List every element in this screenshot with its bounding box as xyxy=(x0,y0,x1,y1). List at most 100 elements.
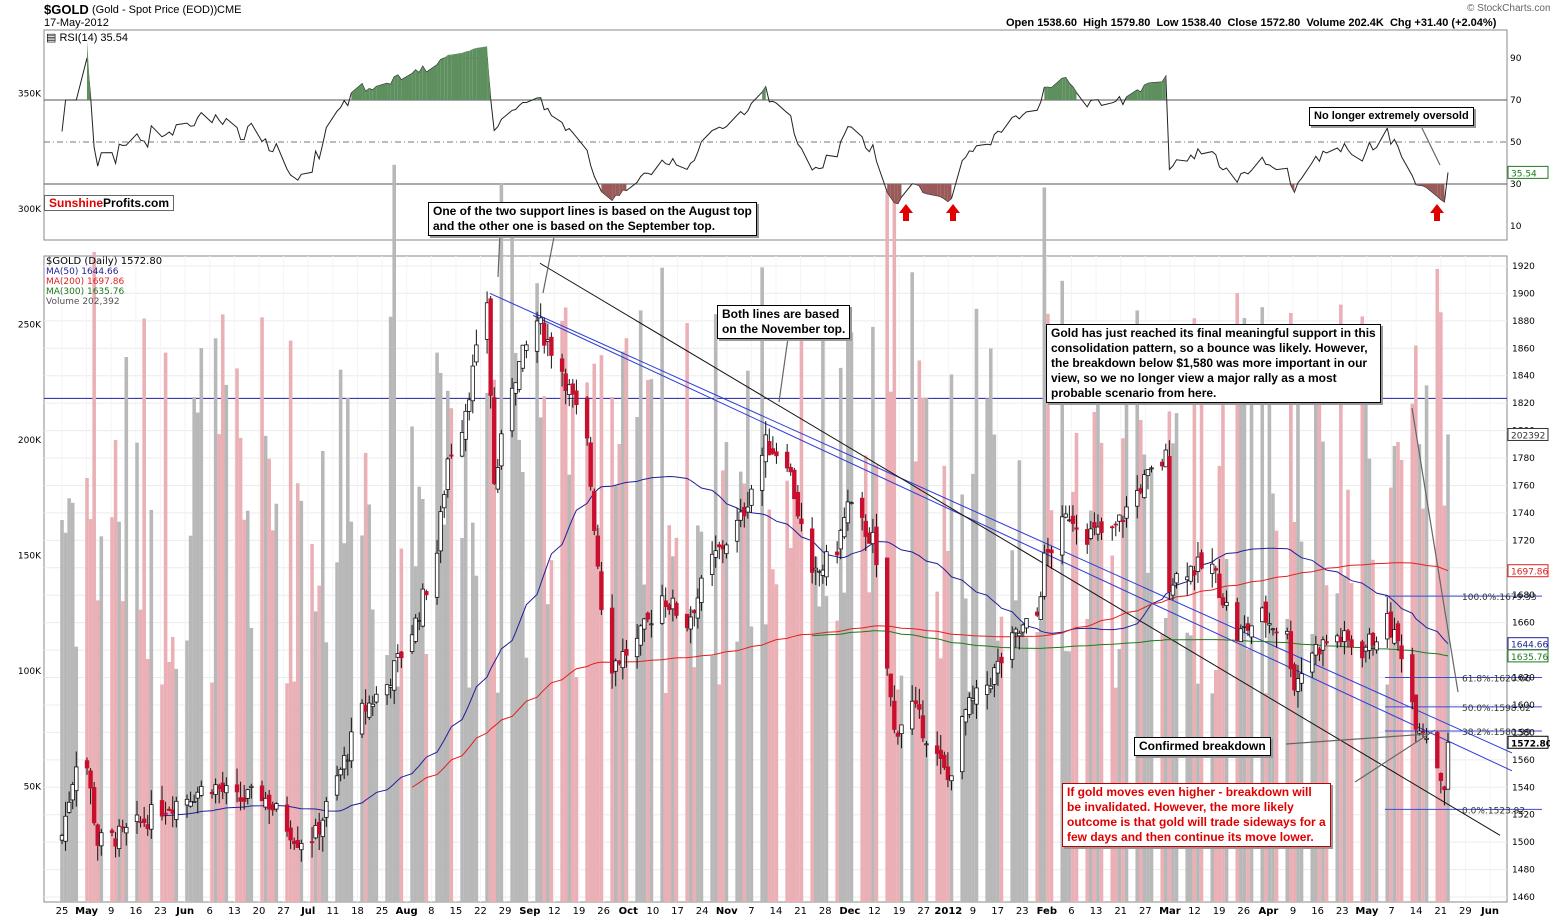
tag-rsi: 35.54 xyxy=(1511,169,1537,179)
x-tick-41: 6 xyxy=(1068,906,1074,917)
rsi-overbought-fill-219 xyxy=(1147,82,1152,100)
volume-bar-196 xyxy=(1038,620,1043,902)
rsi-path xyxy=(61,57,1449,205)
volume-bar-58 xyxy=(345,398,350,902)
volume-bar-52 xyxy=(317,585,321,902)
candle-body-122 xyxy=(667,604,672,610)
volume-bar-229 xyxy=(1199,392,1204,902)
candle-body-274 xyxy=(1424,737,1429,740)
candle-body-50 xyxy=(309,841,315,844)
candle-body-170 xyxy=(909,700,915,730)
volume-bar-61 xyxy=(363,452,368,902)
price-tick-1540: 1540 xyxy=(1512,783,1535,793)
candle-body-201 xyxy=(1063,513,1068,518)
volume-bar-43 xyxy=(270,530,275,902)
candle-body-137 xyxy=(742,506,747,517)
rsi-tick-30: 30 xyxy=(1510,180,1522,190)
volume-bar-127 xyxy=(692,667,697,902)
volume-bar-275 xyxy=(1435,268,1440,902)
candle-body-196 xyxy=(1038,596,1043,620)
x-tick-35: 27 xyxy=(917,906,930,917)
candle-body-218 xyxy=(1145,469,1151,477)
volume-bar-181 xyxy=(963,598,968,902)
volume-bar-252 xyxy=(1317,337,1322,903)
candle-body-162 xyxy=(867,532,872,544)
candle-body-29 xyxy=(199,786,204,796)
candle-body-36 xyxy=(238,797,243,802)
candle-body-31 xyxy=(213,784,218,795)
candle-body-15 xyxy=(134,814,140,822)
volume-bar-199 xyxy=(1049,510,1054,902)
volume-bar-191 xyxy=(1013,600,1018,902)
candle-body-152 xyxy=(817,570,822,573)
candle-body-275 xyxy=(1435,732,1440,769)
x-tick-31: 28 xyxy=(819,906,832,917)
rsi-overbought-fill-6 xyxy=(87,40,91,100)
volume-bar-159 xyxy=(849,332,854,902)
candle-body-57 xyxy=(342,755,347,770)
candle-body-26 xyxy=(188,801,193,807)
x-tick-33: 12 xyxy=(868,906,881,917)
rsi-overbought-fill-68 xyxy=(394,74,398,100)
candle-body-159 xyxy=(849,502,854,505)
volume-bar-23 xyxy=(170,636,175,902)
volume-bar-66 xyxy=(388,316,393,902)
candle-body-187 xyxy=(992,667,997,685)
candle-body-74 xyxy=(424,591,429,596)
volume-bar-112 xyxy=(617,443,622,902)
volume-bar-209 xyxy=(1099,442,1104,902)
tag-ma200: 1697.86 xyxy=(1511,568,1548,578)
volume-bar-258 xyxy=(1346,489,1350,902)
candle-body-16 xyxy=(138,821,143,823)
candle-body-156 xyxy=(838,529,843,550)
candle-body-263 xyxy=(1370,633,1376,646)
candle-body-213 xyxy=(1120,519,1126,523)
tag-ma300-box xyxy=(1507,649,1549,663)
tag-close-box xyxy=(1507,735,1549,749)
candle-body-19 xyxy=(149,804,154,830)
candle-body-278 xyxy=(1445,741,1451,790)
volume-bar-190 xyxy=(1010,550,1014,902)
volume-bar-7 xyxy=(92,252,96,902)
candle-body-219 xyxy=(1149,467,1154,470)
volume-bar-81 xyxy=(463,429,468,902)
volume-bar-266 xyxy=(1389,487,1393,902)
candle-body-133 xyxy=(720,545,726,550)
volume-bar-198 xyxy=(1046,313,1050,903)
candle-body-18 xyxy=(145,824,150,830)
candle-body-222 xyxy=(1167,455,1172,593)
rsi-overbought-fill-204 xyxy=(1072,86,1077,100)
rsi-oversold-fill-272 xyxy=(1415,184,1420,186)
volume-bar-237 xyxy=(1242,318,1247,902)
volume-bar-238 xyxy=(1246,649,1250,902)
volume-bar-55 xyxy=(335,562,339,902)
volume-bar-177 xyxy=(942,465,947,902)
volume-tick-100K: 100K xyxy=(18,667,42,677)
candle-body-17 xyxy=(141,818,147,824)
volume-bar-131 xyxy=(713,314,718,903)
candle-body-165 xyxy=(884,557,890,669)
volume-bar-25 xyxy=(185,640,189,902)
volume-bar-79 xyxy=(449,408,454,902)
candle-body-146 xyxy=(788,466,793,473)
candle-body-121 xyxy=(663,600,668,607)
rsi-overbought-fill-203 xyxy=(1069,83,1073,100)
volume-bar-96 xyxy=(538,417,543,902)
candle-body-107 xyxy=(592,490,597,531)
volume-bar-176 xyxy=(938,658,943,902)
volume-bar-167 xyxy=(892,198,897,902)
volume-bar-6 xyxy=(88,519,93,902)
candle-body-181 xyxy=(963,709,968,723)
volume-bar-216 xyxy=(1139,420,1143,902)
x-tick-37: 9 xyxy=(970,906,976,917)
chart-exchange: CME xyxy=(217,4,242,16)
rsi-line xyxy=(61,40,1449,205)
rsi-oversold-fill-273 xyxy=(1419,184,1423,186)
rsi-overbought-fill-62 xyxy=(365,88,370,100)
candle-body-87 xyxy=(492,397,497,484)
chart-symbol: $GOLD xyxy=(44,2,89,17)
rsi-overbought-fill-200 xyxy=(1051,78,1063,100)
candle-body-123 xyxy=(670,597,676,610)
volume-bar-86 xyxy=(488,330,493,903)
volume-bar-10 xyxy=(110,517,114,902)
